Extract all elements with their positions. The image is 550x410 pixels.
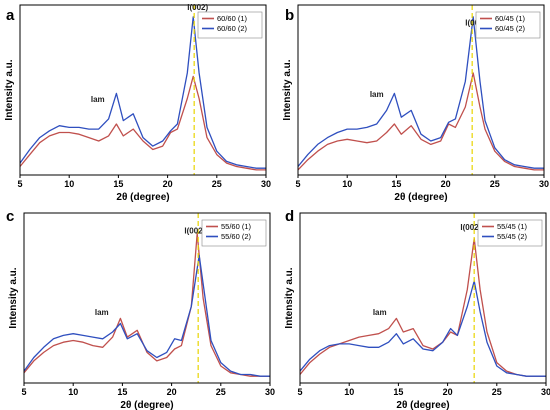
legend: 55/45 (1)55/45 (2) bbox=[477, 219, 543, 247]
legend-entry: 55/60 (1) bbox=[221, 222, 252, 231]
legend-entry: 55/45 (2) bbox=[497, 232, 528, 241]
panel-letter: a bbox=[6, 7, 15, 24]
x-tick-label: 25 bbox=[490, 179, 500, 189]
legend-box bbox=[477, 219, 543, 247]
annotation-label: Iam bbox=[370, 90, 384, 99]
x-tick-label: 20 bbox=[163, 179, 173, 189]
x-tick-label: 5 bbox=[17, 179, 22, 189]
panel-c: c 5 10 15 20 25 30 2θ (degree) Intensity a.u. Iam… bbox=[6, 208, 275, 410]
series-line-2 bbox=[299, 280, 546, 377]
x-tick-label: 15 bbox=[393, 387, 403, 397]
plot-frame bbox=[19, 4, 267, 176]
y-axis-title: Intensity a.u. bbox=[284, 267, 295, 328]
x-tick-label: 5 bbox=[21, 387, 26, 397]
legend: 55/60 (1)55/60 (2) bbox=[201, 219, 267, 247]
x-axis-title: 2θ (degree) bbox=[396, 400, 449, 410]
x-axis-title: 2θ (degree) bbox=[394, 192, 447, 203]
x-tick-label: 15 bbox=[391, 179, 401, 189]
x-tick-label: 25 bbox=[492, 387, 502, 397]
legend-entry: 60/45 (2) bbox=[495, 24, 526, 33]
series-line-2 bbox=[23, 254, 270, 377]
x-tick-label: 10 bbox=[342, 179, 352, 189]
panel-b: b 5 10 15 20 25 30 2θ (degree) Intensity a.u. Iam… bbox=[282, 4, 549, 203]
annotation-label: I(002) bbox=[184, 226, 205, 235]
series-line-1 bbox=[19, 75, 266, 171]
legend: 60/45 (1)60/45 (2) bbox=[475, 11, 541, 39]
x-tick-label: 20 bbox=[167, 387, 177, 397]
legend-entry: 60/60 (2) bbox=[217, 24, 248, 33]
x-tick-label: 30 bbox=[539, 179, 549, 189]
panel-d: d 5 10 15 20 25 30 2θ (degree) Intensity a.u. Iam… bbox=[284, 208, 550, 410]
annotation-label: Iam bbox=[91, 95, 105, 104]
plot-frame bbox=[299, 212, 547, 384]
series-line-2 bbox=[297, 16, 544, 169]
legend-entry: 55/60 (2) bbox=[221, 232, 252, 241]
x-tick-label: 10 bbox=[64, 179, 74, 189]
annotation-label: I(002) bbox=[460, 223, 481, 232]
x-tick-label: 30 bbox=[541, 387, 550, 397]
series-line-1 bbox=[299, 237, 546, 377]
x-tick-label: 15 bbox=[117, 387, 127, 397]
series-line-1 bbox=[23, 232, 270, 377]
plot-frame bbox=[23, 212, 271, 384]
plot-frame bbox=[297, 4, 545, 176]
x-tick-label: 20 bbox=[443, 387, 453, 397]
x-tick-label: 5 bbox=[297, 387, 302, 397]
legend-entry: 55/45 (1) bbox=[497, 222, 528, 231]
y-axis-title: Intensity a.u. bbox=[282, 59, 293, 120]
legend-entry: 60/45 (1) bbox=[495, 14, 526, 23]
legend-box bbox=[475, 11, 541, 39]
x-axis-title: 2θ (degree) bbox=[120, 400, 173, 410]
x-tick-label: 30 bbox=[265, 387, 275, 397]
x-tick-label: 15 bbox=[113, 179, 123, 189]
x-tick-label: 20 bbox=[441, 179, 451, 189]
annotation-label: Iam bbox=[95, 308, 109, 317]
annotation-label: Iam bbox=[373, 308, 387, 317]
series-line-2 bbox=[19, 16, 266, 169]
x-tick-label: 25 bbox=[216, 387, 226, 397]
panel-letter: c bbox=[6, 208, 14, 225]
x-tick-label: 10 bbox=[68, 387, 78, 397]
legend-entry: 60/60 (1) bbox=[217, 14, 248, 23]
x-tick-label: 30 bbox=[261, 179, 271, 189]
annotation-label: I(002) bbox=[187, 3, 208, 12]
panel-letter: b bbox=[285, 7, 294, 24]
legend-box bbox=[201, 219, 267, 247]
legend: 60/60 (1)60/60 (2) bbox=[197, 11, 263, 39]
y-axis-title: Intensity a.u. bbox=[4, 59, 15, 120]
x-tick-label: 5 bbox=[295, 179, 300, 189]
x-tick-label: 10 bbox=[344, 387, 354, 397]
x-tick-label: 25 bbox=[212, 179, 222, 189]
x-axis-title: 2θ (degree) bbox=[116, 192, 169, 203]
series-line-1 bbox=[297, 72, 544, 171]
panel-letter: d bbox=[285, 208, 294, 225]
legend-box bbox=[197, 11, 263, 39]
panel-a: a 5 10 15 20 25 30 2θ (degree) Intensity a.u. Iam… bbox=[4, 3, 271, 203]
y-axis-title: Intensity a.u. bbox=[8, 267, 19, 328]
